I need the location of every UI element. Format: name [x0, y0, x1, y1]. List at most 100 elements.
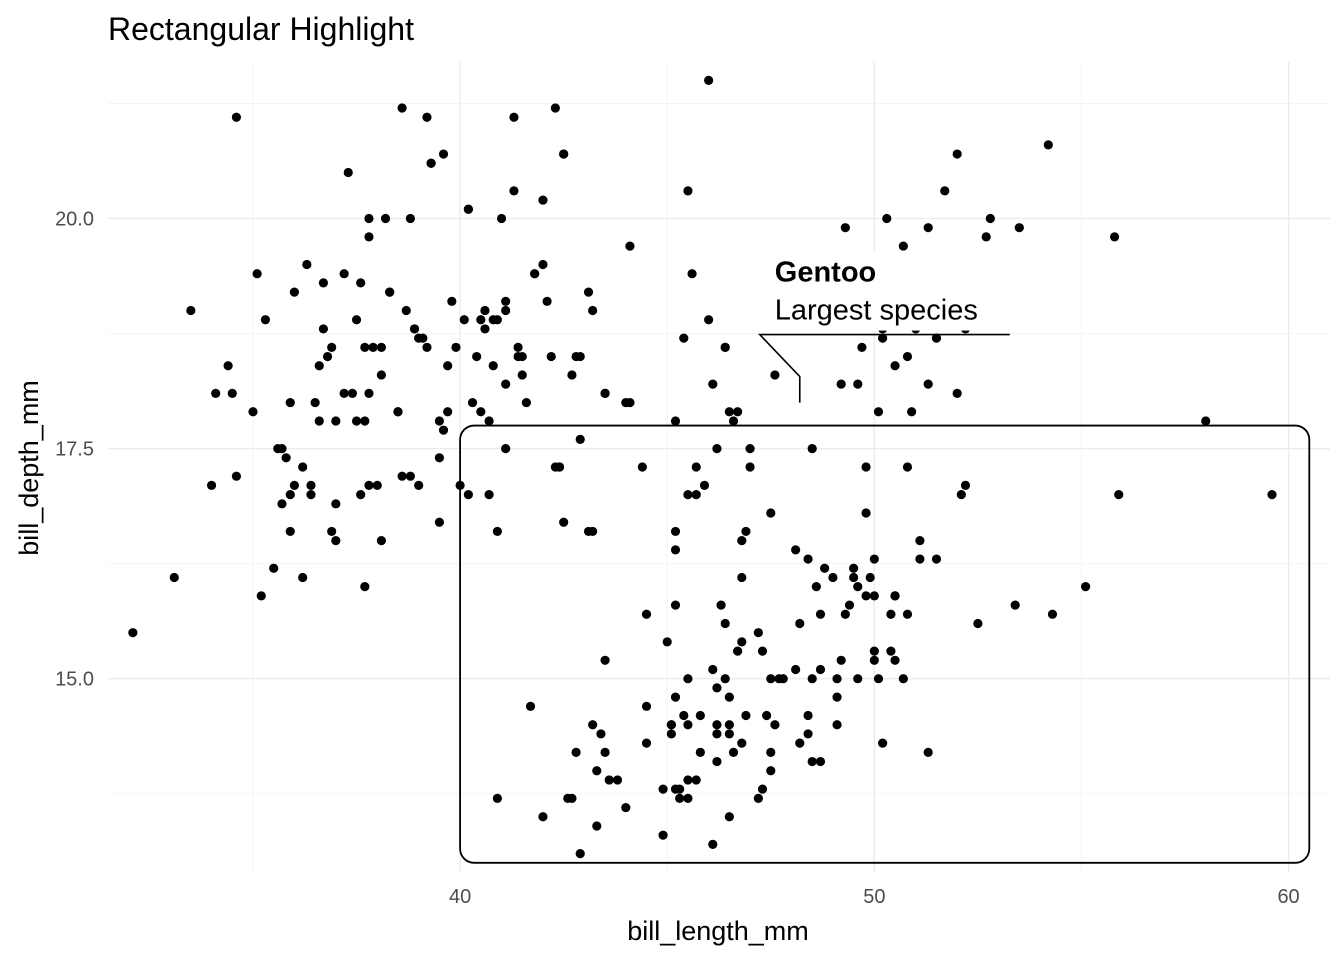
data-point	[409, 324, 420, 334]
data-point	[675, 793, 685, 803]
data-point	[853, 582, 863, 592]
data-point	[757, 784, 768, 794]
data-point	[559, 149, 569, 159]
data-point	[588, 720, 598, 730]
data-point	[915, 536, 925, 546]
data-point	[670, 784, 681, 794]
data-point	[592, 821, 602, 831]
data-point	[791, 545, 801, 555]
data-point	[1267, 490, 1277, 500]
data-point	[434, 453, 444, 463]
y-tick-label: 15.0	[55, 669, 94, 691]
data-point	[501, 296, 511, 306]
data-point	[298, 462, 308, 472]
data-point	[554, 462, 565, 472]
data-point	[915, 554, 925, 564]
data-point	[683, 674, 693, 684]
data-point	[960, 480, 971, 491]
data-point	[364, 213, 374, 224]
data-point	[343, 167, 353, 178]
data-point	[269, 563, 279, 573]
data-point	[840, 223, 850, 233]
data-point	[724, 407, 734, 417]
data-point	[741, 710, 751, 721]
data-point	[575, 848, 585, 859]
data-point	[513, 342, 523, 352]
data-point	[720, 342, 730, 352]
data-point	[923, 747, 933, 757]
data-point	[807, 443, 817, 454]
data-point	[1201, 416, 1211, 426]
data-point	[832, 692, 842, 702]
y-axis-title: bill_depth_mm	[14, 380, 44, 556]
data-point	[339, 388, 349, 398]
data-point	[438, 149, 449, 159]
data-point	[641, 609, 652, 619]
data-point	[753, 793, 763, 803]
data-point	[683, 720, 693, 730]
data-point	[762, 710, 772, 721]
data-point	[683, 186, 693, 196]
data-point	[766, 766, 776, 776]
data-point	[501, 443, 511, 454]
data-point	[438, 425, 449, 435]
data-point	[351, 416, 362, 426]
data-point	[525, 701, 536, 711]
data-point	[571, 747, 581, 757]
data-point	[509, 112, 519, 122]
data-point	[1081, 582, 1091, 592]
chart-title: Rectangular Highlight	[108, 11, 414, 47]
data-point	[426, 158, 436, 168]
data-point	[351, 315, 362, 325]
data-point	[322, 351, 333, 362]
data-point	[691, 490, 701, 500]
data-point	[658, 830, 668, 840]
data-point	[803, 710, 813, 721]
data-point	[766, 508, 776, 518]
data-point	[791, 664, 801, 675]
data-point	[803, 729, 813, 739]
data-point	[878, 738, 888, 748]
data-point	[641, 701, 652, 711]
data-point	[318, 324, 329, 334]
data-point	[753, 628, 763, 638]
data-point	[285, 526, 295, 537]
data-point	[687, 269, 697, 279]
data-point	[575, 351, 585, 362]
data-point	[890, 361, 900, 371]
data-point	[1109, 232, 1120, 242]
data-point	[600, 388, 610, 398]
data-point	[956, 490, 966, 500]
data-point	[724, 812, 734, 822]
data-point	[567, 793, 577, 803]
data-point	[952, 388, 962, 398]
data-point	[451, 342, 461, 352]
data-point	[592, 766, 602, 776]
data-point	[385, 287, 395, 297]
data-point	[766, 674, 776, 684]
highlight-rect	[459, 424, 1311, 864]
data-point	[869, 554, 879, 564]
data-point	[463, 490, 473, 500]
annotation-connector	[757, 333, 1010, 403]
data-point	[517, 370, 527, 380]
highlight-region	[459, 424, 1311, 864]
data-point	[865, 572, 875, 583]
data-point	[327, 342, 337, 352]
data-point	[737, 738, 747, 748]
data-point	[940, 186, 950, 196]
data-point	[364, 232, 374, 242]
data-point	[724, 692, 734, 702]
data-point	[849, 572, 859, 583]
data-point	[376, 342, 386, 352]
data-point	[815, 609, 826, 619]
data-point	[380, 213, 391, 224]
data-point	[302, 259, 312, 270]
data-point	[306, 480, 316, 491]
data-point	[815, 664, 826, 675]
data-point	[844, 600, 855, 610]
data-point	[463, 204, 473, 214]
data-point	[695, 710, 705, 721]
data-point	[227, 388, 237, 398]
